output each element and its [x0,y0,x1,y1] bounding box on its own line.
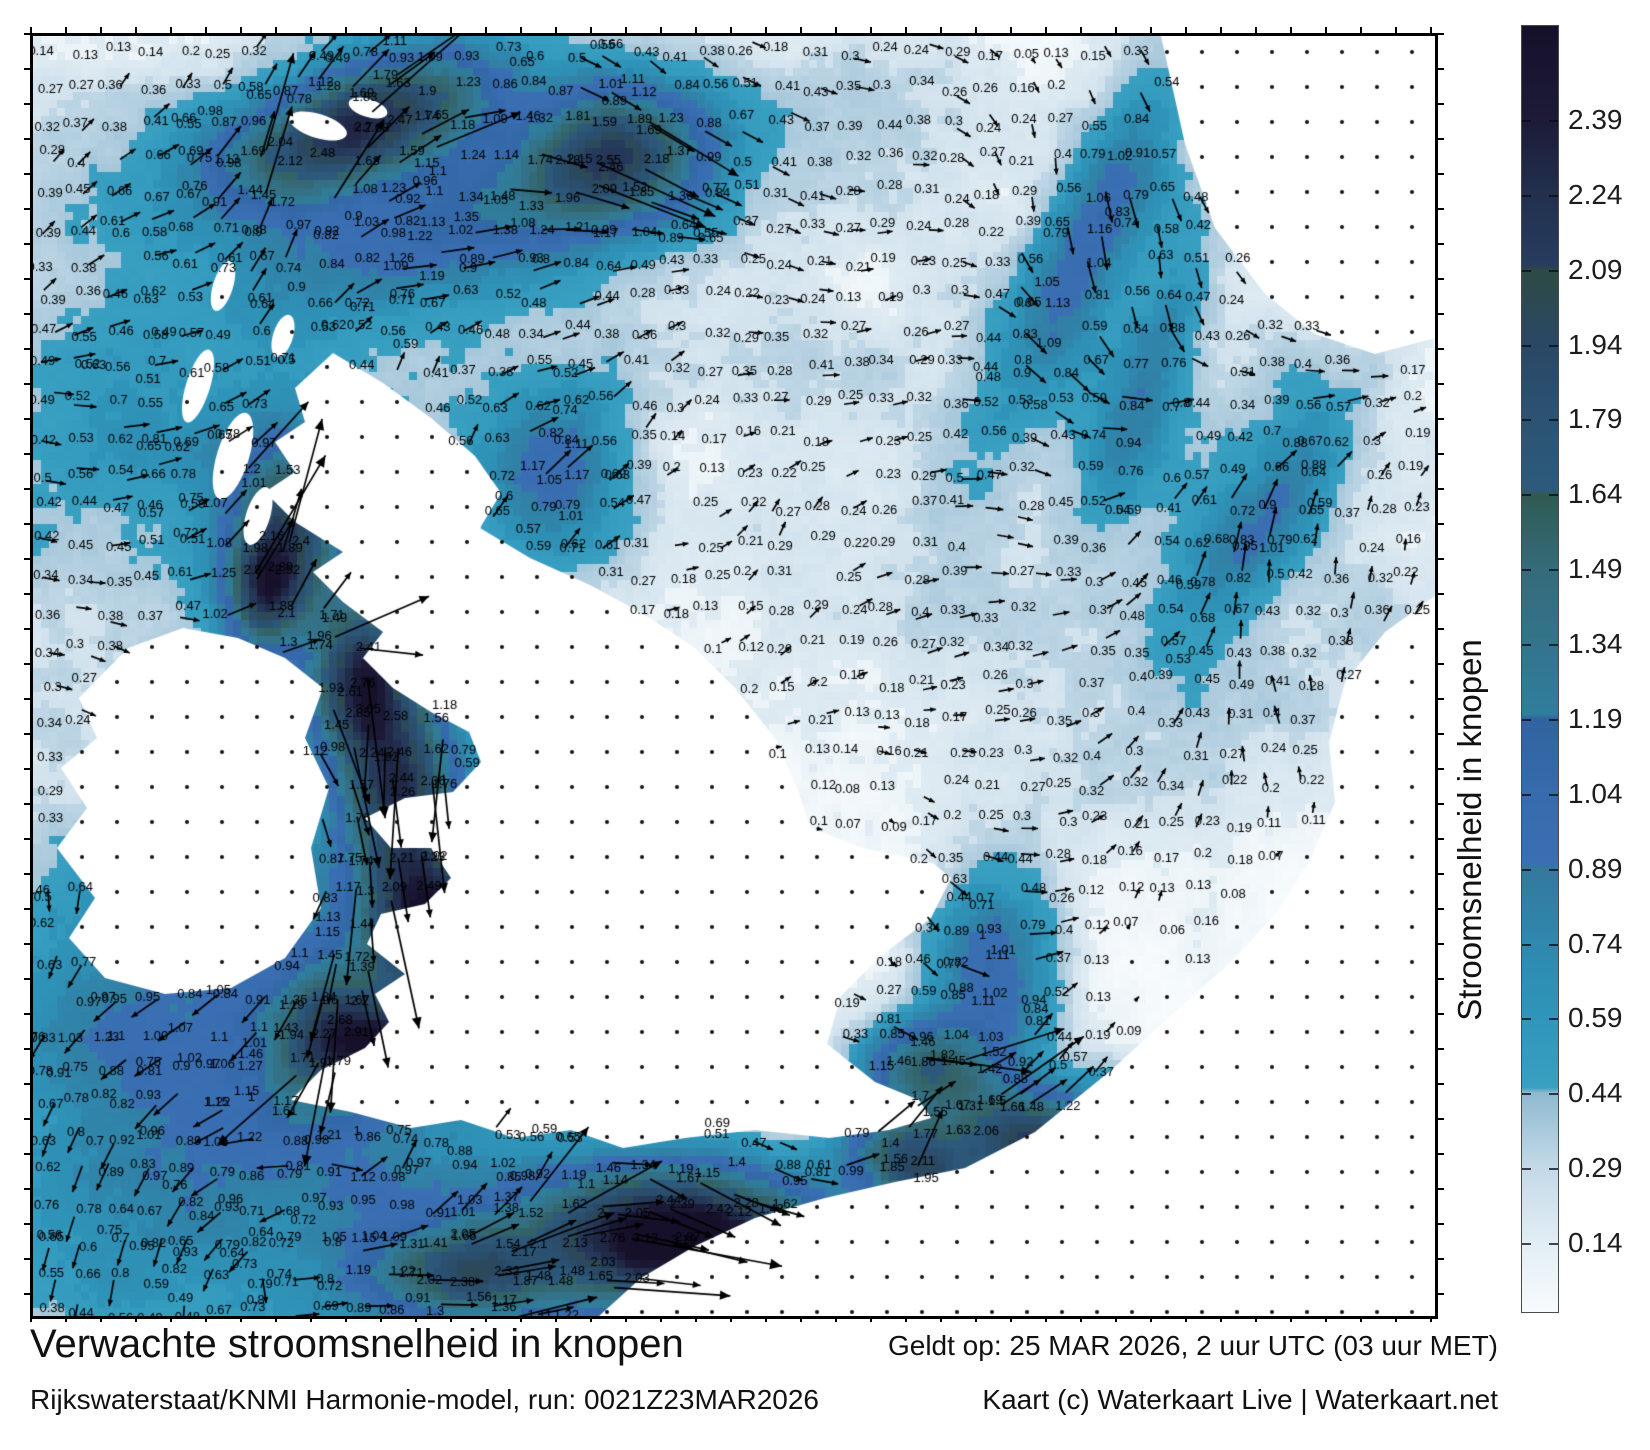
colorbar-tick [1549,119,1558,122]
colorbar-tick [1549,1243,1558,1246]
colorbar-tick [1522,1243,1531,1246]
colorbar-tick [1549,269,1558,272]
colorbar-tick [1549,793,1558,796]
colorbar-tick-label: 1.19 [1568,702,1623,734]
colorbar-tick-label: 0.74 [1568,927,1623,959]
colorbar-tick [1522,119,1531,122]
colorbar-tick [1522,644,1531,647]
colorbar-tick [1549,718,1558,721]
colorbar-tick-label: 0.89 [1568,852,1623,884]
map-frame [30,33,1438,1319]
colorbar-tick [1549,569,1558,572]
map-axis-ticks-bottom [30,1316,1438,1322]
colorbar-tick [1549,494,1558,497]
map-axis-ticks-top [30,27,1438,33]
colorbar-tick-label: 1.94 [1568,328,1623,360]
colorbar-tick-label: 0.29 [1568,1152,1623,1184]
valid-time-label: Geldt op: 25 MAR 2026, 2 uur UTC (03 uur… [887,1330,1498,1361]
colorbar-tick [1549,868,1558,871]
colorbar-axis-label: Stroomsnelheid in knopen [1451,639,1488,1021]
colorbar-tick-label: 1.79 [1568,403,1623,435]
colorbar-tick [1549,1093,1558,1096]
colorbar-tick [1549,943,1558,946]
colorbar-tick [1549,194,1558,197]
colorbar-tick [1522,718,1531,721]
colorbar-tick-label: 1.49 [1568,553,1623,585]
colorbar-tick [1522,1093,1531,1096]
colorbar-tick-label: 1.64 [1568,478,1623,510]
colorbar-tick-label: 0.44 [1568,1077,1623,1109]
colorbar-tick [1522,494,1531,497]
attribution-label: Kaart (c) Waterkaart Live | Waterkaart.n… [982,1384,1498,1415]
colorbar-tick [1522,943,1531,946]
colorbar-tick [1522,419,1531,422]
map-title: Verwachte stroomsnelheid in knopen [30,1322,684,1366]
colorbar-tick [1522,1168,1531,1171]
colorbar-tick-label: 1.04 [1568,777,1623,809]
colorbar-tick-label: 0.14 [1568,1227,1623,1259]
colorbar-tick-label: 2.09 [1568,253,1623,285]
colorbar-tick [1549,1168,1558,1171]
colorbar-tick [1549,419,1558,422]
colorbar-tick [1522,194,1531,197]
map-axis-ticks-left [24,33,30,1319]
colorbar-tick [1522,1018,1531,1021]
colorbar-tick-label: 2.39 [1568,103,1623,135]
colorbar-tick-label: 2.24 [1568,178,1623,210]
colorbar-tick-label: 0.59 [1568,1002,1623,1034]
current-speed-map-canvas [33,36,1435,1316]
colorbar-tick [1549,344,1558,347]
colorbar-tick [1522,569,1531,572]
model-run-label: Rijkswaterstaat/KNMI Harmonie-model, run… [30,1384,819,1415]
colorbar-tick [1522,793,1531,796]
colorbar-tick [1522,269,1531,272]
colorbar-tick [1522,868,1531,871]
colorbar [1521,25,1559,1313]
map-axis-ticks-right [1438,33,1444,1319]
colorbar-gradient [1522,26,1558,1312]
colorbar-tick [1549,644,1558,647]
colorbar-tick [1522,344,1531,347]
colorbar-tick [1549,1018,1558,1021]
colorbar-tick-label: 1.34 [1568,628,1623,660]
